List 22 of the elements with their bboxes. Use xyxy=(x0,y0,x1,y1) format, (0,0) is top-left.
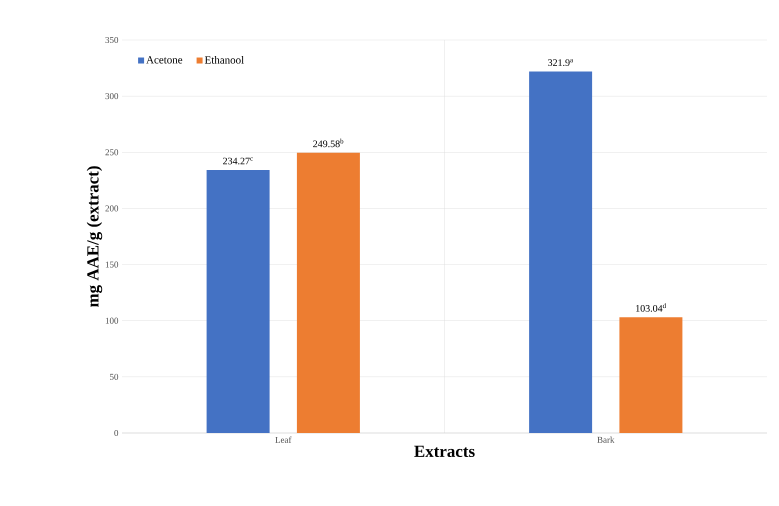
y-tick-label: 200 xyxy=(105,205,118,212)
data-label: 103.04$^{d}$ xyxy=(636,303,666,312)
y-tick-label: 150 xyxy=(106,262,118,268)
y-tick-label: 50 xyxy=(110,374,118,380)
legend-label: Ethanool xyxy=(204,56,244,64)
y-tick-label: 0 xyxy=(114,430,118,436)
data-label: 234.27$^{c}$ xyxy=(223,157,253,164)
bar xyxy=(529,72,592,433)
data-label: 249.58$^{b}$ xyxy=(313,138,344,148)
legend-label: Acetone xyxy=(146,56,182,64)
bar xyxy=(206,170,270,433)
x-axis-title: Extracts xyxy=(414,446,475,458)
y-tick-label: 250 xyxy=(105,149,118,156)
data-label: 321.9$^{a}$ xyxy=(548,59,574,66)
x-tick-label: Bark xyxy=(597,436,614,443)
bar xyxy=(619,317,682,433)
y-tick-label: 300 xyxy=(105,93,118,100)
bar xyxy=(296,152,360,433)
y-tick-label: 350 xyxy=(105,36,118,44)
y-axis-title: mg AAE/g (extract) xyxy=(86,166,102,308)
y-tick-label: 100 xyxy=(106,318,118,324)
x-tick-label: Leaf xyxy=(275,436,292,443)
